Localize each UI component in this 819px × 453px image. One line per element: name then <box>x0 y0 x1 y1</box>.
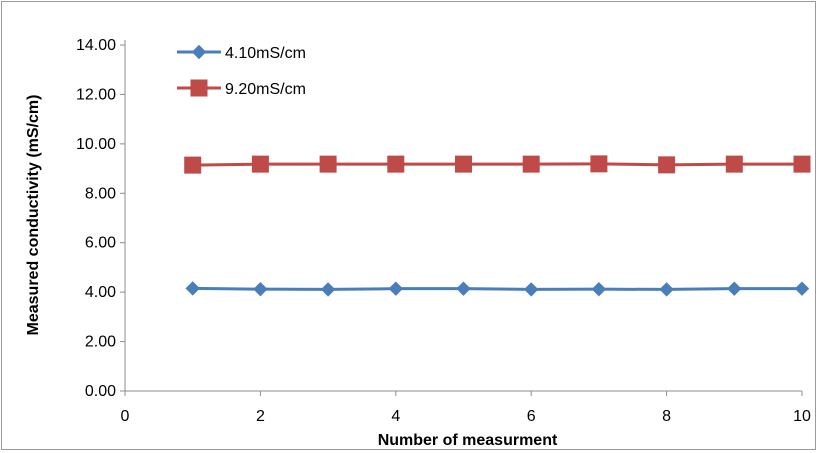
legend-label: 4.10mS/cm <box>225 45 306 62</box>
series-layer <box>184 155 811 297</box>
data-point <box>388 281 404 296</box>
series-0 <box>185 281 810 297</box>
data-point <box>659 282 674 297</box>
legend: 4.10mS/cm 9.20mS/cm <box>177 44 306 98</box>
data-point <box>185 281 200 296</box>
x-tick-label: 10 <box>793 408 811 425</box>
data-point <box>456 281 471 296</box>
data-point <box>658 156 676 174</box>
data-point <box>184 156 202 174</box>
y-tick-label: 14.00 <box>76 37 116 54</box>
x-tick-label: 6 <box>527 408 536 425</box>
legend-marker <box>191 44 207 60</box>
series-line <box>192 162 802 167</box>
y-tick-label: 10.00 <box>76 136 116 153</box>
y-tick-label: 4.00 <box>85 284 116 301</box>
data-point <box>794 281 810 296</box>
data-point <box>522 155 540 173</box>
data-point <box>251 155 269 173</box>
data-point <box>253 281 268 297</box>
y-tick-label: 8.00 <box>85 185 116 202</box>
legend-entry: 9.20mS/cm <box>177 79 306 98</box>
x-axis-title: Number of measurment <box>378 432 558 449</box>
data-point <box>320 282 336 297</box>
x-tick-labels: 0 2 4 6 8 10 <box>121 391 811 425</box>
y-tick-label: 0.00 <box>85 383 116 400</box>
x-tick-label: 0 <box>121 408 130 425</box>
y-tick-label: 12.00 <box>76 86 116 103</box>
data-point <box>793 155 811 173</box>
data-point <box>455 155 472 173</box>
y-tick-label: 2.00 <box>85 334 116 351</box>
data-point <box>387 155 405 173</box>
data-point <box>590 155 608 173</box>
x-tick-label: 2 <box>256 408 265 425</box>
data-point <box>523 282 539 297</box>
x-tick-label: 4 <box>391 408 400 425</box>
axes <box>124 40 802 392</box>
data-point <box>725 155 743 173</box>
y-axis-title: Measured conductivity (mS/cm) <box>25 95 42 336</box>
series-line <box>192 286 802 291</box>
data-point <box>591 281 607 297</box>
y-tick-labels: 0.00 2.00 4.00 6.00 8.00 10.00 12.00 14.00 <box>76 37 125 400</box>
legend-label: 9.20mS/cm <box>225 81 306 98</box>
y-tick-label: 6.00 <box>85 235 116 252</box>
x-tick-label: 8 <box>662 408 671 425</box>
data-point <box>319 155 337 173</box>
data-point <box>727 281 742 296</box>
series-1 <box>184 155 811 174</box>
legend-marker <box>190 79 208 97</box>
legend-entry: 4.10mS/cm <box>177 44 306 62</box>
